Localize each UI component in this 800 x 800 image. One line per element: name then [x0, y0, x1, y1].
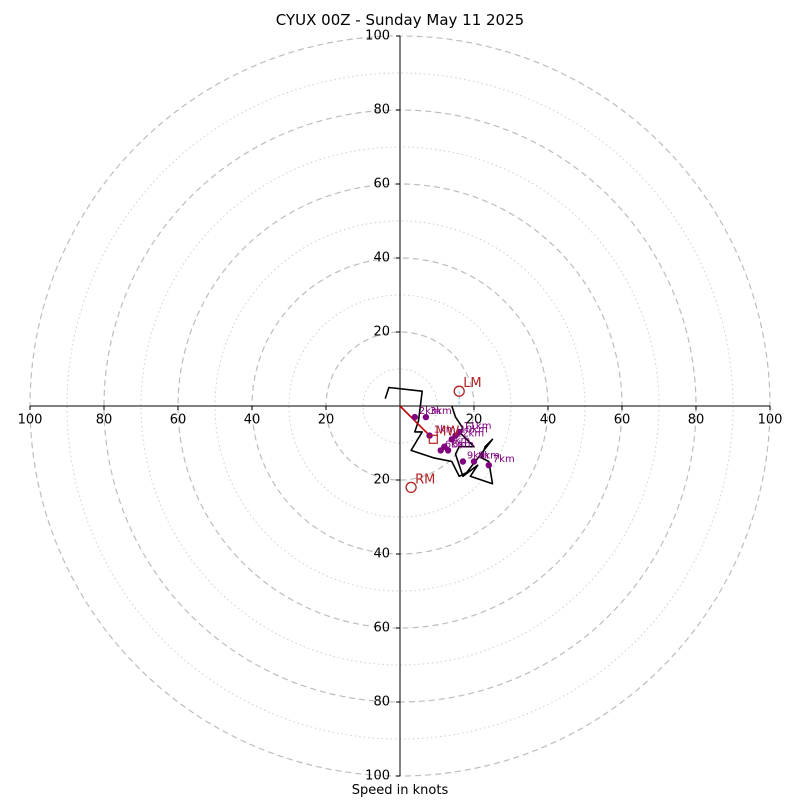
- tick-label-bottom: 80: [373, 695, 390, 710]
- mean-wind-label: MW: [435, 424, 459, 439]
- level-label: 2km: [419, 406, 441, 417]
- level-label: 5km: [452, 439, 474, 450]
- tick-label-right: 60: [614, 413, 631, 428]
- level-marker: [459, 458, 467, 465]
- storm-motion-marker: [453, 385, 465, 397]
- tick-label-left: 20: [318, 413, 335, 428]
- storm-motions: LM RM MW: [405, 376, 482, 494]
- level-label: 10km: [460, 425, 488, 436]
- level-label: 3km: [430, 406, 452, 417]
- tick-label-top: 60: [373, 177, 390, 192]
- tick-label-left: 80: [96, 413, 113, 428]
- tick-label-top: 20: [373, 325, 390, 340]
- level-label: 8km: [478, 451, 500, 462]
- level-marker: [456, 428, 463, 436]
- tick-label-top: 80: [373, 103, 390, 118]
- storm-motion-label: RM: [415, 472, 435, 487]
- tick-label-bottom: 60: [373, 621, 390, 636]
- level-marker: [470, 458, 478, 465]
- level-label: 4km: [448, 436, 470, 447]
- level-marker: [485, 462, 492, 469]
- x-axis-label: Speed in knots: [351, 783, 449, 798]
- chart-title: CYUX 00Z - Sunday May 11 2025: [275, 11, 525, 29]
- level-marker: [411, 413, 418, 421]
- tick-label-right: 80: [688, 413, 705, 428]
- tick-label-bottom: 20: [373, 473, 390, 488]
- tick-label-left: 40: [244, 413, 261, 428]
- level-marker: [444, 447, 452, 454]
- tick-label-left: 100: [18, 413, 43, 428]
- hodograph-lines: [384, 386, 494, 485]
- level-label: 1km: [434, 425, 456, 436]
- tick-label-right: 40: [540, 413, 557, 428]
- level-label: 9km: [467, 451, 489, 462]
- tick-label-bottom: 100: [365, 769, 390, 784]
- storm-motion-marker: [405, 481, 417, 494]
- tick-label-right: 20: [466, 413, 483, 428]
- tick-label-right: 100: [758, 413, 783, 428]
- level-label: 7km: [493, 454, 515, 465]
- level-label: 6km: [445, 439, 467, 450]
- tick-label-left: 60: [170, 413, 187, 428]
- level-marker: [422, 413, 430, 421]
- level-marker: [437, 447, 444, 454]
- hodograph-trace: [384, 386, 494, 485]
- level-marker: [448, 436, 455, 443]
- storm-motion-label: LM: [463, 376, 481, 391]
- tick-label-top: 40: [373, 251, 390, 266]
- tick-label-bottom: 40: [373, 547, 390, 562]
- tick-label-top: 100: [365, 29, 390, 44]
- tick-labels: 100 80 60 40 20 20 40 60 80 100 100 80 60 40 20 20 40 60 8…: [18, 29, 783, 784]
- mean-wind-marker: [428, 434, 438, 444]
- level-label: 12km: [456, 428, 484, 439]
- shear-segment: [399, 405, 431, 437]
- level-label: 11km: [463, 421, 491, 432]
